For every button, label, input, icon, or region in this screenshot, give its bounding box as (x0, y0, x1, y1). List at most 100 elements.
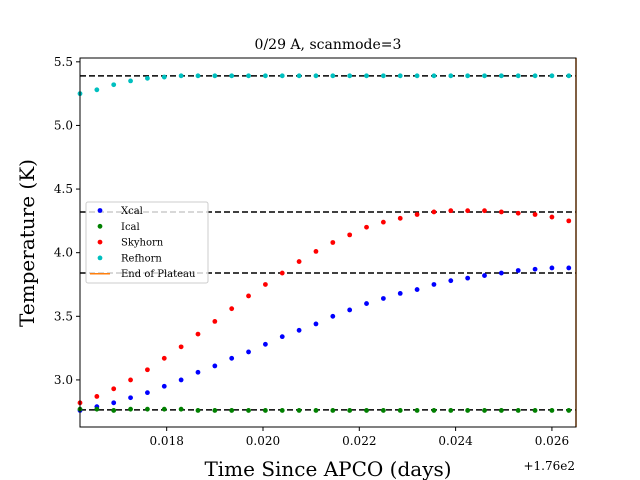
point-skyhorn-12 (279, 270, 285, 276)
point-refhorn-20 (414, 73, 420, 79)
point-xcal-28 (549, 265, 555, 271)
point-skyhorn-25 (498, 209, 504, 215)
point-skyhorn-24 (482, 208, 487, 214)
point-ical-15 (330, 408, 336, 413)
legend: Xcal Ical Skyhorn Refhorn End of Plateau (85, 201, 209, 284)
point-skyhorn-21 (431, 209, 437, 215)
point-refhorn-9 (229, 73, 235, 79)
point-skyhorn-14 (313, 249, 319, 254)
axes-frame (79, 57, 577, 428)
legend-label-end-of-plateau: End of Plateau (121, 269, 196, 280)
point-refhorn-26 (515, 73, 521, 79)
point-skyhorn-20 (414, 212, 420, 217)
point-xcal-20 (414, 287, 420, 292)
point-xcal-24 (482, 273, 487, 278)
x-tick-label-4: 0.026 (535, 434, 569, 448)
point-xcal-22 (448, 278, 454, 284)
point-ical-2 (111, 408, 117, 413)
point-refhorn-15 (330, 73, 336, 79)
point-skyhorn-29 (566, 218, 572, 224)
point-skyhorn-5 (161, 355, 167, 361)
point-ical-24 (482, 408, 487, 413)
point-ical-21 (431, 408, 437, 413)
y-axis-ticks: 3.0 3.5 4.0 4.5 5.0 5.5 (54, 55, 80, 387)
point-ical-7 (195, 408, 201, 413)
legend-label-skyhorn: Skyhorn (121, 238, 164, 249)
legend-label-xcal: Xcal (121, 206, 143, 217)
point-xcal-12 (279, 334, 285, 340)
y-tick-label-0: 3.0 (54, 373, 73, 387)
point-ical-26 (515, 408, 521, 413)
point-ical-5 (161, 406, 167, 412)
x-tick-label-2: 0.022 (342, 434, 376, 448)
point-skyhorn-16 (347, 232, 353, 238)
point-xcal-26 (515, 268, 521, 273)
point-ical-13 (296, 408, 302, 413)
legend-label-ical: Ical (121, 222, 140, 233)
point-skyhorn-22 (448, 208, 454, 214)
point-xcal-25 (498, 270, 504, 276)
point-xcal-4 (145, 390, 150, 396)
legend-label-refhorn: Refhorn (121, 253, 162, 264)
point-xcal-8 (212, 363, 218, 369)
point-xcal-10 (246, 349, 251, 355)
point-refhorn-2 (111, 82, 117, 88)
point-skyhorn-9 (229, 306, 235, 312)
point-skyhorn-11 (262, 282, 268, 287)
point-skyhorn-17 (364, 224, 369, 230)
point-refhorn-6 (178, 73, 184, 79)
point-ical-14 (313, 408, 319, 413)
point-xcal-21 (431, 282, 437, 287)
chart-title: 0/29 A, scanmode=3 (255, 37, 402, 53)
point-xcal-29 (566, 265, 572, 271)
point-refhorn-16 (347, 73, 353, 79)
point-ical-9 (229, 408, 235, 413)
point-skyhorn-7 (195, 331, 201, 337)
point-ical-27 (532, 408, 538, 413)
point-xcal-3 (128, 395, 133, 401)
legend-marker-ical (97, 223, 103, 229)
point-refhorn-23 (465, 73, 471, 79)
x-tick-label-1: 0.020 (246, 434, 280, 448)
point-xcal-15 (330, 313, 336, 319)
y-tick-label-2: 4.0 (54, 246, 73, 260)
point-xcal-5 (161, 383, 167, 389)
point-skyhorn-19 (397, 215, 403, 221)
point-refhorn-3 (128, 78, 133, 84)
x-tick-label-0: 0.018 (149, 434, 183, 448)
point-xcal-13 (296, 327, 302, 333)
x-axis-ticks: 0.018 0.020 0.022 0.024 0.026 (149, 427, 569, 448)
point-skyhorn-23 (465, 208, 471, 214)
point-ical-4 (145, 406, 150, 412)
point-xcal-14 (313, 321, 319, 327)
point-refhorn-17 (364, 73, 369, 79)
point-xcal-7 (195, 369, 201, 375)
point-xcal-18 (380, 296, 386, 301)
point-ical-6 (178, 406, 184, 412)
point-ical-28 (549, 408, 555, 413)
point-skyhorn-3 (128, 377, 133, 383)
point-refhorn-8 (212, 73, 218, 79)
point-skyhorn-4 (145, 367, 150, 373)
point-ical-8 (212, 408, 218, 413)
point-refhorn-29 (566, 73, 572, 79)
point-refhorn-13 (296, 73, 302, 79)
point-refhorn-19 (397, 73, 403, 79)
point-xcal-16 (347, 307, 353, 313)
point-xcal-2 (111, 400, 117, 406)
point-ical-19 (397, 408, 403, 413)
point-skyhorn-6 (178, 344, 184, 350)
point-xcal-23 (465, 275, 471, 281)
point-refhorn-12 (279, 73, 285, 79)
x-axis-label: Time Since APCO (days) (204, 457, 451, 480)
point-skyhorn-15 (330, 240, 336, 245)
point-ical-22 (448, 408, 454, 413)
y-tick-label-3: 4.5 (54, 182, 73, 196)
point-ical-1 (94, 406, 100, 412)
point-xcal-11 (262, 341, 268, 347)
point-refhorn-28 (549, 73, 555, 79)
point-skyhorn-10 (246, 293, 251, 299)
y-tick-label-5: 5.5 (54, 55, 73, 69)
x-tick-label-3: 0.024 (438, 434, 473, 448)
